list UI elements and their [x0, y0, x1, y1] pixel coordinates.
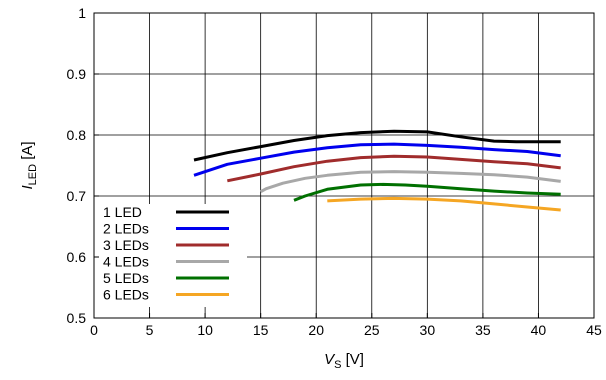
- series-line: [193, 129, 561, 162]
- y-tick-label: 0.7: [67, 188, 87, 204]
- x-tick-label: 15: [253, 322, 269, 338]
- x-tick-label: 5: [146, 322, 154, 338]
- y-tick-label: 1: [78, 5, 86, 21]
- series-line: [227, 154, 561, 183]
- series-lines: [193, 129, 561, 212]
- legend-label: 1 LED: [103, 204, 142, 220]
- y-axis-label-sub: LED: [27, 164, 39, 185]
- series-line: [259, 170, 561, 194]
- x-tick-label: 20: [308, 322, 324, 338]
- x-tick-label: 35: [475, 322, 491, 338]
- x-axis-label-unit: [V]: [341, 351, 364, 368]
- y-axis-label: ILED [A]: [19, 141, 39, 189]
- series-line: [293, 182, 561, 202]
- legend-label: 5 LEDs: [103, 270, 149, 286]
- x-axis-label-sub: S: [334, 359, 341, 371]
- x-axis-label: VS [V]: [324, 351, 364, 371]
- x-axis-label-main: V: [324, 351, 336, 368]
- grid: [94, 13, 594, 318]
- x-tick-label: 30: [420, 322, 436, 338]
- y-tick-label: 0.6: [67, 249, 87, 265]
- y-tick-label: 0.8: [67, 127, 87, 143]
- series-line: [327, 196, 561, 212]
- legend-label: 4 LEDs: [103, 254, 149, 270]
- x-tick-label: 10: [197, 322, 213, 338]
- legend-label: 3 LEDs: [103, 237, 149, 253]
- y-tick-label: 0.5: [67, 310, 87, 326]
- legend-label: 6 LEDs: [103, 287, 149, 303]
- x-tick-label: 40: [531, 322, 547, 338]
- tick-labels: 0 5 10 15 20 25 30 35 40 45 0.5 0.6 0.7 0.8 0.9 1: [67, 5, 602, 338]
- y-axis-label-main: I: [19, 185, 36, 189]
- legend-label: 2 LEDs: [103, 221, 149, 237]
- x-tick-label: 45: [586, 322, 602, 338]
- legend-background: [99, 204, 247, 307]
- x-tick-label: 25: [364, 322, 380, 338]
- plot-frame: [93, 12, 595, 319]
- series-line: [193, 142, 561, 177]
- y-tick-label: 0.9: [67, 66, 87, 82]
- y-axis-label-unit: [A]: [19, 141, 36, 164]
- x-tick-label: 0: [90, 322, 98, 338]
